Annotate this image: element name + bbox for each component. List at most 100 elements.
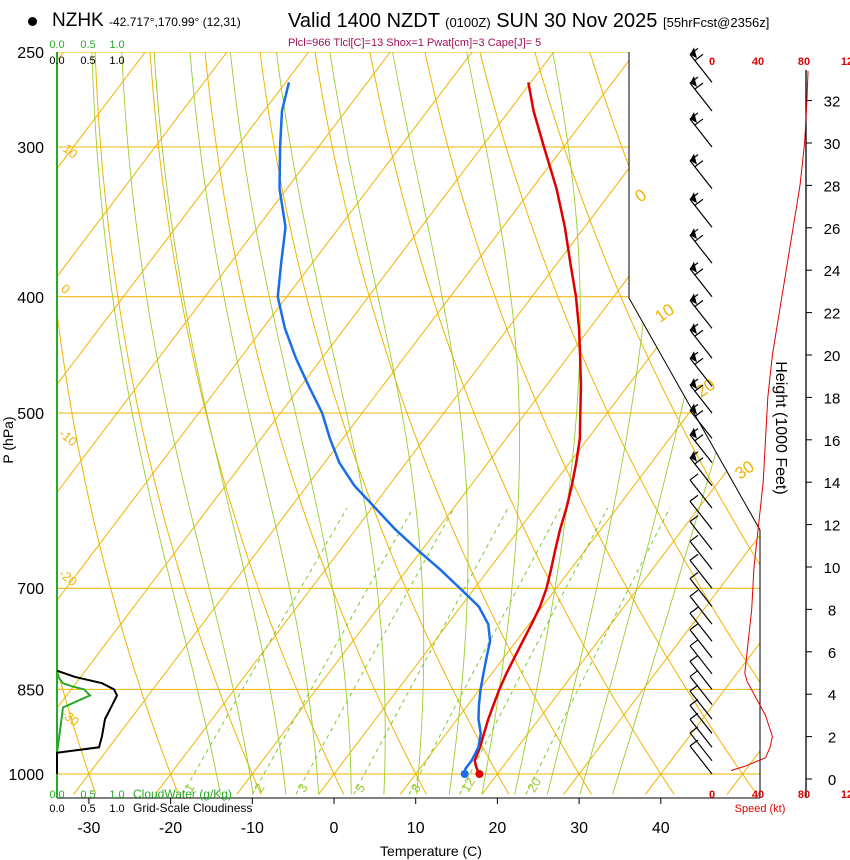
wind-barb-staff: [689, 595, 713, 625]
wind-barb-flag: [694, 268, 704, 276]
wind-barb: [689, 553, 713, 589]
wind-barb-pennant: [690, 403, 697, 415]
temperature-line: [473, 82, 583, 775]
wind-barb-staff: [689, 198, 713, 228]
wind-barb-staff: [689, 329, 713, 359]
wind-barb: [689, 726, 713, 762]
dry-adiabat-line: [149, 52, 345, 795]
height-tick-label: 2: [828, 730, 836, 747]
wind-barb-staff: [689, 479, 713, 509]
cloudiness-bottom-tick: 0.0: [49, 803, 64, 815]
x-tick-label: 10: [407, 820, 425, 837]
wind-barb-pennant: [690, 47, 697, 59]
wind-barb-staff: [689, 612, 713, 642]
height-tick-label: 20: [824, 348, 841, 365]
isotherm-line: [57, 52, 310, 386]
wind-barb-flag: [694, 53, 704, 61]
mixing-ratio-line: [181, 507, 348, 795]
isotherm-line: [57, 52, 391, 494]
wind-barb-staff: [689, 705, 713, 734]
wind-speed-top-tick: 40: [752, 56, 764, 68]
wind-barb-flag: [689, 515, 699, 523]
isotherm-line: [57, 52, 555, 710]
valid-date: SUN 30 Nov 2025: [496, 10, 658, 32]
wind-barb-flag: [694, 234, 704, 242]
wind-barb: [689, 351, 713, 387]
pressure-tick-label: 700: [17, 581, 44, 598]
wind-barb-pennant: [690, 450, 697, 462]
forecast-info: [55hrFcst@2356z]: [662, 15, 770, 30]
isotherm-line: [481, 426, 760, 795]
cloudwater-top-tick: 1.0: [109, 39, 124, 51]
wind-barb-pennant: [690, 111, 697, 123]
moist-adiabat-line: [189, 52, 319, 795]
dry-adiabat-line: [314, 52, 593, 795]
dry-adiabat-line: [94, 52, 262, 795]
wind-barb-flag: [689, 654, 699, 662]
wind-barb-staff: [689, 578, 713, 607]
cloudwater-label: CloudWater (g/Kg): [133, 787, 232, 801]
wind-barb-flag: [689, 494, 699, 502]
moist-adiabat-line: [229, 52, 352, 795]
wind-barb-flag: [694, 299, 704, 307]
height-tick-label: 26: [824, 221, 841, 238]
height-tick-label: 28: [824, 178, 841, 195]
wind-barb-staff: [689, 268, 713, 298]
wind-barb: [689, 261, 713, 298]
wind-barb: [689, 739, 713, 775]
dry-adiabat-line: [57, 666, 97, 795]
wind-barb-flag: [689, 698, 699, 706]
wind-barb-flag: [694, 198, 704, 206]
wind-barb: [689, 494, 713, 530]
wind-barb: [689, 534, 713, 570]
height-tick-label: 10: [824, 560, 841, 577]
moist-adiabat-line: [514, 52, 581, 795]
wind-barb-flag: [689, 589, 699, 597]
wind-speed-bottom-tick: 80: [798, 789, 810, 801]
wind-barb-staff: [689, 384, 713, 414]
wind-barb-staff: [689, 676, 713, 705]
x-tick-label: 20: [489, 820, 507, 837]
mixing-ratio-line: [295, 507, 455, 795]
wind-barb-flag: [694, 409, 704, 417]
cloudwater-bottom-tick: 0.0: [49, 789, 64, 801]
dry-adiabat-line: [479, 52, 760, 684]
wind-barb-flag: [694, 82, 704, 90]
wind-barb: [689, 623, 713, 659]
valid-time: Valid 1400 NZDT: [288, 10, 440, 32]
wind-barb: [689, 589, 713, 625]
cloudwater-bottom-tick: 1.0: [109, 789, 124, 801]
y-axis-label: P (hPa): [0, 416, 16, 463]
mixing-ratio-line: [353, 507, 509, 795]
height-axis-label: Height (1000 Feet): [772, 361, 789, 494]
wind-barb: [689, 427, 713, 464]
wind-barb-flag: [689, 534, 699, 542]
cloudiness-label: Grid-Scale Cloudiness: [133, 801, 252, 815]
isotherm-line: [57, 52, 228, 278]
wind-barb-flag: [689, 553, 699, 561]
wind-barb: [689, 639, 713, 675]
wind-barb: [689, 47, 713, 83]
wind-barb-flag: [689, 726, 699, 734]
moist-adiabat-line: [121, 52, 254, 795]
isotherm-line: [73, 52, 636, 795]
dewpoint-line: [276, 82, 492, 775]
station-id: NZHK: [52, 10, 104, 31]
height-tick-label: 30: [824, 136, 841, 153]
wind-barb-flag: [694, 457, 704, 465]
isotherm-line: [644, 642, 760, 795]
moist-adiabat-line: [392, 52, 469, 795]
wind-speed-profile: [730, 70, 809, 771]
pressure-tick-label: 850: [17, 682, 44, 699]
height-tick-label: 8: [828, 602, 836, 619]
wind-barb-staff: [689, 434, 713, 464]
x-tick-label: -30: [77, 820, 100, 837]
wind-speed-bottom-tick: 120: [841, 789, 850, 801]
x-tick-label: 40: [652, 820, 670, 837]
wind-barb-staff: [689, 732, 713, 762]
dewpoint-surface-point: [460, 770, 469, 778]
wind-barb-pennant: [690, 351, 697, 363]
wind-barb-pennant: [690, 153, 697, 165]
wind-barb-staff: [689, 234, 713, 264]
wind-barb-staff: [689, 500, 713, 530]
